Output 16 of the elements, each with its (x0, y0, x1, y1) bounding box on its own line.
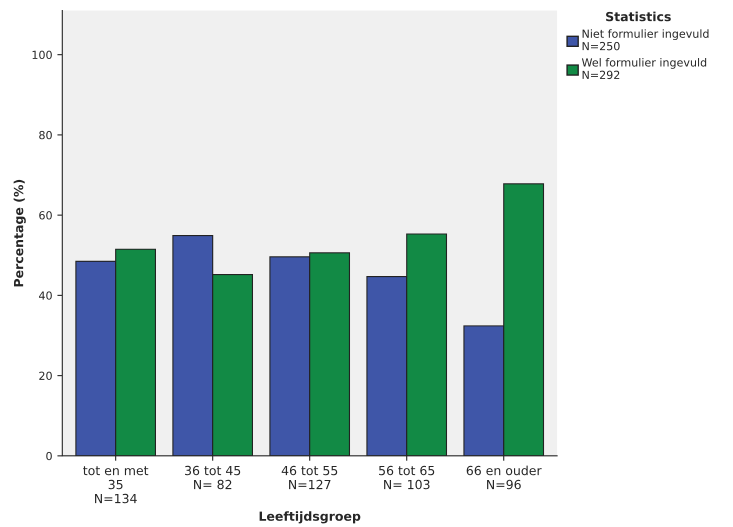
x-tick-label: 56 tot 65 N= 103 (379, 466, 434, 490)
x-tick-label: tot en met 35 N=134 (83, 466, 148, 504)
y-tick-label: 20 (39, 372, 52, 380)
x-tick-label: 46 tot 55 N=127 (282, 466, 338, 490)
x-tick-label: 66 en ouder N=96 (466, 466, 542, 490)
y-tick-label: 40 (38, 291, 52, 300)
x-axis-title: Leeftijdsgroep (260, 511, 360, 524)
legend-label: Wel formulier ingevuld N=292 (582, 58, 706, 80)
y-tick-label: 100 (32, 50, 52, 60)
legend-title: Statistics (606, 12, 671, 22)
legend-label: Niet formulier ingevuld N=250 (582, 29, 708, 50)
y-axis-title: Percentage (%) (14, 180, 26, 286)
y-tick-label: 60 (39, 211, 52, 220)
y-tick-label: 0 (46, 452, 52, 460)
y-tick-label: 80 (39, 130, 52, 140)
x-tick-label: 36 tot 45 N= 82 (185, 466, 240, 490)
